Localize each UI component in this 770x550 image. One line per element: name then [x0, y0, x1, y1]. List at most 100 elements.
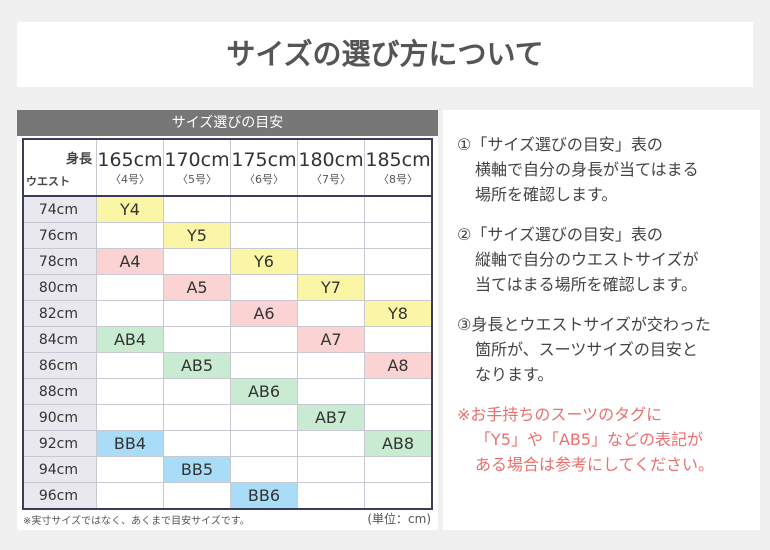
guide-line: ③身長とウエストサイズが交わった — [457, 315, 711, 334]
height-label: 170cm — [164, 148, 230, 171]
waist-label: 78cm — [22, 248, 97, 275]
table-cell — [96, 456, 164, 483]
table-cell — [163, 430, 231, 457]
guide-line: なります。 — [475, 365, 554, 384]
table-row: 96cm BB6 — [22, 482, 433, 510]
table-cell — [297, 482, 365, 510]
table-cell: AB5 — [163, 352, 231, 379]
guide-line: 横軸で自分の身長が当てはまる — [475, 160, 699, 179]
table-cell: AB6 — [230, 378, 298, 405]
waist-label: 84cm — [22, 326, 97, 353]
waist-label: 82cm — [22, 300, 97, 327]
table-row: 80cm A5 Y7 — [22, 274, 433, 301]
table-cell — [163, 482, 231, 510]
note-line: ある場合は参考にしてください。 — [475, 455, 715, 474]
guide-paragraph: ③身長とウエストサイズが交わった 箇所が、スーツサイズの目安と なります。 — [457, 312, 711, 387]
table-cell: AB8 — [364, 430, 433, 457]
size-label: 〈7号〉 — [311, 172, 351, 186]
table-cell: A4 — [96, 248, 164, 275]
size-panel: サイズ選びの目安 身長 ウエスト 165cm 〈4号〉 170cm 〈5号〉 175cm 〈… — [17, 110, 438, 530]
header-row: 身長 ウエスト 165cm 〈4号〉 170cm 〈5号〉 175cm 〈6号〉 180cm 〈… — [22, 138, 433, 197]
table-cell — [364, 195, 433, 223]
table-cell: Y5 — [163, 222, 231, 249]
table-cell — [96, 274, 164, 301]
table-row: 76cm Y5 — [22, 222, 433, 249]
table-cell: A6 — [230, 300, 298, 327]
table-cell — [230, 274, 298, 301]
table-cell — [96, 300, 164, 327]
waist-label: 88cm — [22, 378, 97, 405]
table-cell — [96, 482, 164, 510]
table-title: サイズ選びの目安 — [17, 110, 438, 136]
table-cell — [364, 248, 433, 275]
table-cell: BB4 — [96, 430, 164, 457]
table-row: 78cm A4 Y6 — [22, 248, 433, 275]
table-cell — [96, 404, 164, 431]
table-cell — [230, 352, 298, 379]
table-cell — [163, 248, 231, 275]
guide-line: ②「サイズ選びの目安」表の — [457, 225, 663, 244]
column-header: 165cm 〈4号〉 — [96, 138, 164, 197]
table-cell: Y4 — [96, 195, 164, 223]
guide-line: 当てはまる場所を確認します。 — [475, 275, 698, 294]
column-header: 170cm 〈5号〉 — [163, 138, 231, 197]
table-row: 90cm AB7 — [22, 404, 433, 431]
table-row: 84cm AB4 A7 — [22, 326, 433, 353]
size-label: 〈8号〉 — [378, 172, 418, 186]
note-line: 「Y5」や「AB5」などの表記が — [475, 430, 704, 449]
guide-line: 箇所が、スーツサイズの目安と — [475, 340, 698, 359]
table-cell — [163, 378, 231, 405]
footnote: ※実寸サイズではなく、あくまで目安サイズです。 — [23, 516, 250, 527]
table-cell — [364, 222, 433, 249]
table-cell — [163, 326, 231, 353]
height-label: 180cm — [298, 148, 364, 171]
table-cell: A8 — [364, 352, 433, 379]
table-cell — [230, 326, 298, 353]
table-cell: A5 — [163, 274, 231, 301]
table-row: 86cm AB5 A8 — [22, 352, 433, 379]
guide-panel: ①「サイズ選びの目安」表の 横軸で自分の身長が当てはまる 場所を確認します。 ②「サイ… — [443, 110, 760, 530]
table-cell — [297, 378, 365, 405]
table-cell — [230, 404, 298, 431]
table-cell: A7 — [297, 326, 365, 353]
table-cell: BB5 — [163, 456, 231, 483]
table-row: 88cm AB6 — [22, 378, 433, 405]
corner-bottom: ウエスト — [26, 175, 70, 188]
height-label: 175cm — [231, 148, 297, 171]
waist-label: 74cm — [22, 195, 97, 223]
table-cell: Y8 — [364, 300, 433, 327]
table-cell — [364, 482, 433, 510]
table-cell — [364, 326, 433, 353]
table-cell — [297, 248, 365, 275]
waist-label: 92cm — [22, 430, 97, 457]
table-cell — [230, 456, 298, 483]
page-title: サイズの選び方について — [17, 22, 753, 87]
table-row: 94cm BB5 — [22, 456, 433, 483]
waist-label: 96cm — [22, 482, 97, 510]
table-cell: AB7 — [297, 404, 365, 431]
height-label: 185cm — [365, 148, 431, 171]
table-row: 82cm A6 Y8 — [22, 300, 433, 327]
table-cell — [230, 222, 298, 249]
corner: 身長 ウエスト — [22, 138, 97, 197]
waist-label: 90cm — [22, 404, 97, 431]
height-label: 165cm — [97, 148, 163, 171]
guide-line: 場所を確認します。 — [475, 185, 618, 204]
table-row: 74cm Y4 — [22, 195, 433, 223]
table-cell — [297, 195, 365, 223]
size-label: 〈6号〉 — [244, 172, 284, 186]
table-cell — [163, 404, 231, 431]
guide-note: ※お手持ちのスーツのタグに 「Y5」や「AB5」などの表記が ある場合は参考にしてく… — [457, 402, 714, 477]
table-cell — [364, 274, 433, 301]
table-cell — [297, 456, 365, 483]
table-cell: BB6 — [230, 482, 298, 510]
column-header: 185cm 〈8号〉 — [364, 138, 433, 197]
size-table: 身長 ウエスト 165cm 〈4号〉 170cm 〈5号〉 175cm 〈6号〉 180cm 〈… — [22, 138, 433, 510]
waist-label: 94cm — [22, 456, 97, 483]
size-label: 〈5号〉 — [177, 172, 217, 186]
unit: (単位：cm) — [367, 512, 431, 526]
table-cell — [297, 222, 365, 249]
table-cell — [364, 456, 433, 483]
table-cell — [163, 195, 231, 223]
